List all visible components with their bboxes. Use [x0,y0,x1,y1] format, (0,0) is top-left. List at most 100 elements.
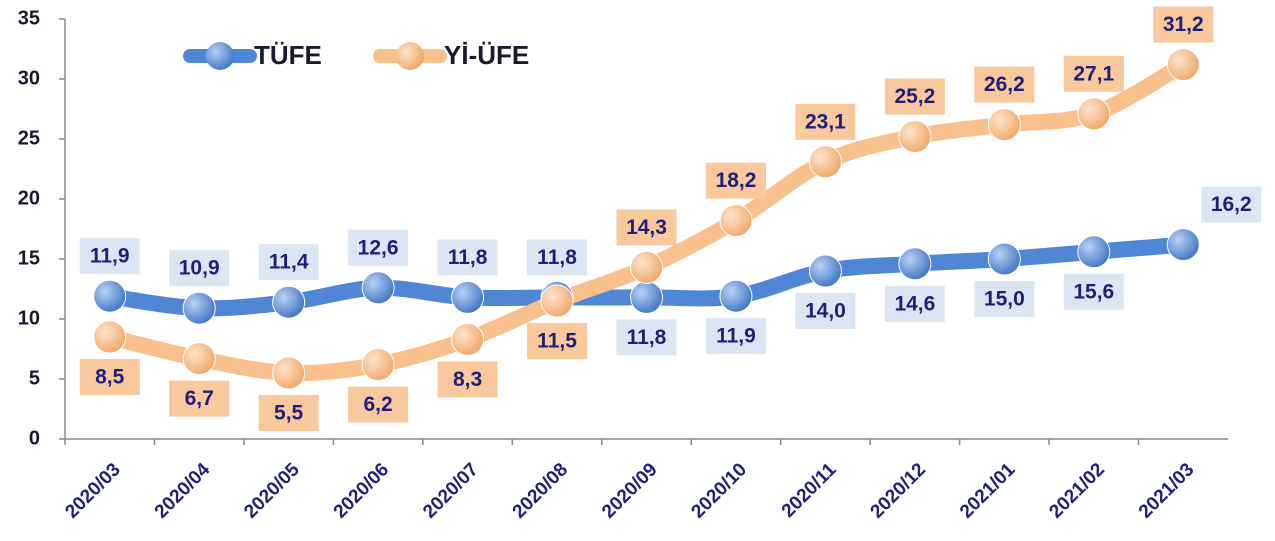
label-box [348,386,409,423]
data-label: 14,0 [805,300,846,323]
marker [898,247,932,281]
label-box [348,229,409,266]
data-label: 23,1 [805,110,846,133]
data-label: 11,5 [537,330,577,353]
data-label: 10,9 [179,257,220,280]
marker [361,348,395,382]
marker [1077,97,1111,131]
label-box [258,395,319,431]
data-label: 8,3 [453,368,482,391]
data-label: 11,9 [90,245,130,268]
y-tick-label: 0 [29,427,40,449]
marker [272,356,306,390]
y-tick-label: 15 [18,247,40,269]
data-label: 5,5 [274,402,304,425]
x-tick-label: 2020/05 [240,459,304,523]
y-tick-label: 5 [29,367,40,389]
data-label: 14,3 [626,216,667,239]
x-tick-label: 2021/01 [956,459,1020,523]
y-tick-label: 25 [18,127,40,149]
label-box [795,103,856,140]
data-label: 11,8 [537,246,577,269]
marker [1166,48,1200,82]
label-box [527,323,588,359]
x-tick-label: 2020/09 [598,459,661,522]
data-label: 18,2 [716,169,757,192]
data-label: 6,2 [364,393,393,416]
y-tick-label: 35 [18,7,40,29]
label-box [169,250,230,287]
marker [898,120,932,154]
x-tick-label: 2020/08 [509,459,572,522]
marker [451,322,485,356]
marker [451,280,485,314]
label-box [795,293,856,329]
x-tick-label: 2020/06 [330,459,393,522]
marker [719,279,753,313]
label-box [974,281,1035,317]
legend-marker [396,42,424,70]
label-box [1153,6,1214,43]
marker [1077,235,1111,269]
label-box [169,380,230,417]
marker [182,291,216,325]
marker [361,271,395,305]
label-box [1201,186,1262,223]
label-box [527,239,588,276]
label-box [79,238,140,275]
legend-label: Yİ-ÜFE [444,40,529,70]
label-box [616,209,677,246]
data-label: 14,6 [894,292,935,315]
marker [987,108,1021,142]
label-box [258,244,319,281]
data-label: 26,2 [984,73,1025,96]
marker [93,279,127,313]
label-box [1063,55,1124,92]
x-tick-label: 2020/07 [419,459,482,522]
label-box [437,239,498,276]
label-box [705,318,766,355]
marker [630,250,663,284]
label-box [884,78,945,115]
marker [1166,228,1200,262]
label-box [974,66,1035,103]
x-tick-label: 2020/12 [867,459,930,522]
data-label: 31,2 [1163,13,1204,36]
x-tick-label: 2020/11 [778,459,841,522]
data-label: 8,5 [95,366,125,389]
label-box [884,285,945,322]
marker [987,242,1021,276]
label-box [79,359,140,395]
y-tick-label: 10 [18,307,40,329]
data-label: 11,4 [269,251,309,274]
data-label: 15,6 [1073,280,1114,303]
data-label: 6,7 [185,387,214,410]
x-tick-label: 2020/10 [688,459,751,522]
marker [808,145,842,179]
x-tick-label: 2020/04 [151,459,215,523]
data-label: 25,2 [894,85,935,108]
data-label: 12,6 [358,236,399,259]
data-label: 27,1 [1073,62,1114,85]
y-tick-label: 20 [18,187,40,209]
label-box [705,162,766,199]
marker [540,284,574,318]
marker [93,320,127,354]
data-label: 11,9 [716,325,756,348]
marker [182,342,216,376]
label-box [616,319,677,356]
marker [719,204,753,238]
label-box [437,361,498,398]
x-tick-label: 2021/03 [1135,459,1198,522]
label-box [1063,273,1124,310]
legend-marker [206,42,234,70]
marker [272,285,306,319]
data-label: 16,2 [1211,193,1252,216]
data-label: 11,8 [448,246,488,269]
y-tick-label: 30 [18,67,40,89]
data-label: 11,8 [627,326,667,349]
marker [808,254,842,288]
x-tick-label: 2020/03 [61,459,124,522]
data-label: 15,0 [984,288,1025,311]
